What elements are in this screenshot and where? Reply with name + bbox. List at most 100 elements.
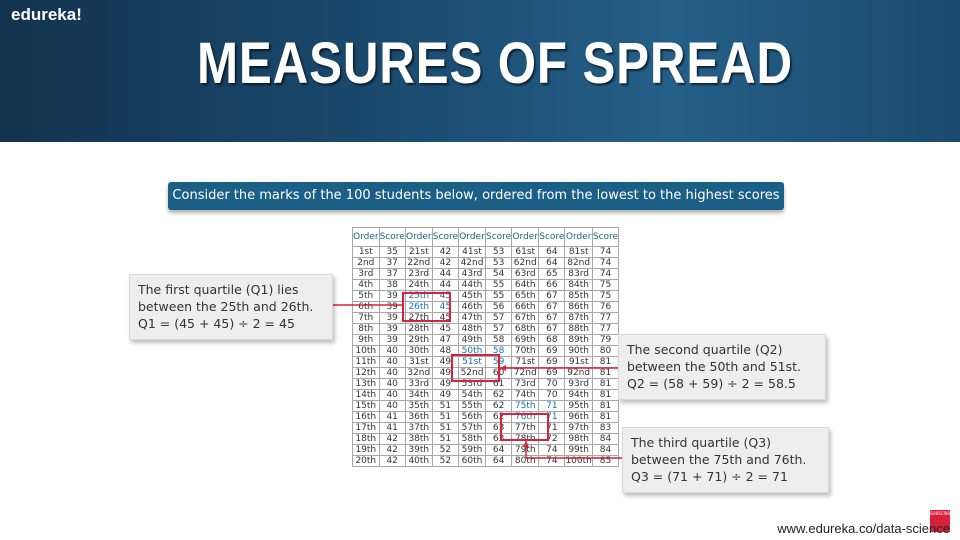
order-cell: 44th — [458, 279, 487, 291]
score-cell: 35 — [378, 246, 406, 258]
order-cell: 11th — [352, 356, 380, 368]
table-row: 3rd 37 23rd 44 43rd 54 63rd 65 83rd 74 — [352, 268, 620, 280]
order-cell: 35th — [404, 400, 433, 412]
score-cell: 40 — [378, 345, 406, 357]
score-cell: 67 — [538, 290, 566, 302]
score-cell: 84 — [591, 444, 620, 456]
table-header-cell: Order — [352, 227, 380, 247]
score-cell: 37 — [378, 268, 406, 280]
order-cell: 28th — [404, 323, 433, 335]
score-cell: 39 — [378, 334, 406, 346]
order-cell: 45th — [458, 290, 487, 302]
score-cell: 66 — [538, 279, 566, 291]
score-cell: 42 — [378, 433, 406, 445]
score-cell: 42 — [378, 455, 406, 467]
score-cell: 81 — [591, 378, 620, 390]
score-cell: 55 — [485, 279, 513, 291]
order-cell: 68th — [511, 323, 540, 335]
score-cell: 49 — [431, 389, 460, 401]
score-cell: 51 — [431, 400, 460, 412]
order-cell: 64th — [511, 279, 540, 291]
order-cell: 87th — [564, 312, 593, 324]
order-cell: 85th — [564, 290, 593, 302]
table-header-cell: Score — [378, 227, 406, 247]
score-cell: 52 — [431, 444, 460, 456]
order-cell: 60th — [458, 455, 487, 467]
order-cell: 81st — [564, 246, 593, 258]
score-cell: 79 — [591, 334, 620, 346]
order-cell: 72nd — [511, 367, 540, 379]
order-cell: 7th — [352, 312, 380, 324]
order-cell: 15th — [352, 400, 380, 412]
table-header-row: Order Score Order Score Order Score Order Score… — [352, 227, 620, 247]
order-cell: 10th — [352, 345, 380, 357]
q3-callout-line3: Q3 = (71 + 71) ÷ 2 = 71 — [631, 469, 788, 484]
order-cell: 18th — [352, 433, 380, 445]
order-cell: 12th — [352, 367, 380, 379]
order-cell: 22nd — [404, 257, 433, 269]
scores-table: Order Score Order Score Order Score Order Score… — [352, 227, 620, 467]
score-cell: 64 — [485, 444, 513, 456]
order-cell: 92nd — [564, 367, 593, 379]
score-cell: 85 — [591, 455, 620, 467]
order-cell: 21st — [404, 246, 433, 258]
order-cell: 98th — [564, 433, 593, 445]
score-cell: 84 — [591, 433, 620, 445]
score-cell: 41 — [378, 411, 406, 423]
order-cell: 40th — [404, 455, 433, 467]
order-cell: 6th — [352, 301, 380, 313]
footer-url[interactable]: www.edureka.co/data-science — [777, 521, 950, 536]
score-cell: 45 — [431, 323, 460, 335]
table-header-cell: Order — [458, 227, 487, 247]
order-cell: 8th — [352, 323, 380, 335]
score-cell: 38 — [378, 279, 406, 291]
order-cell: 94th — [564, 389, 593, 401]
score-cell: 47 — [431, 334, 460, 346]
score-cell: 57 — [485, 312, 513, 324]
order-cell: 55th — [458, 400, 487, 412]
score-cell: 52 — [431, 455, 460, 467]
score-cell: 74 — [591, 246, 620, 258]
q3-highlight-box — [500, 413, 549, 441]
order-cell: 99th — [564, 444, 593, 456]
order-cell: 69th — [511, 334, 540, 346]
score-cell: 74 — [538, 444, 566, 456]
order-cell: 1st — [352, 246, 380, 258]
score-cell: 40 — [378, 378, 406, 390]
order-cell: 66th — [511, 301, 540, 313]
score-cell: 81 — [591, 367, 620, 379]
score-cell: 64 — [538, 257, 566, 269]
score-cell: 69 — [538, 356, 566, 368]
score-cell: 70 — [538, 378, 566, 390]
score-cell: 71 — [538, 400, 566, 412]
order-cell: 75th — [511, 400, 540, 412]
order-cell: 96th — [564, 411, 593, 423]
score-cell: 44 — [431, 279, 460, 291]
order-cell: 67th — [511, 312, 540, 324]
instruction-banner: Consider the marks of the 100 students b… — [168, 182, 784, 210]
header-banner: edureka! MEASURES OF SPREAD — [0, 0, 960, 142]
order-cell: 39th — [404, 444, 433, 456]
order-cell: 79th — [511, 444, 540, 456]
q2-callout-line2: between the 50th and 51st. — [627, 359, 801, 374]
q1-callout-line2: between the 25th and 26th. — [138, 299, 314, 314]
table-row: 17th 41 37th 51 57th 63 77th 71 97th 83 — [352, 422, 620, 434]
order-cell: 54th — [458, 389, 487, 401]
order-cell: 24th — [404, 279, 433, 291]
score-cell: 69 — [538, 345, 566, 357]
score-cell: 81 — [591, 356, 620, 368]
order-cell: 49th — [458, 334, 487, 346]
score-cell: 74 — [591, 257, 620, 269]
score-cell: 42 — [431, 257, 460, 269]
order-cell: 4th — [352, 279, 380, 291]
table-row: 10th 40 30th 48 50th 58 70th 69 90th 80 — [352, 345, 620, 357]
score-cell: 74 — [538, 455, 566, 467]
score-cell: 83 — [591, 422, 620, 434]
score-cell: 81 — [591, 411, 620, 423]
table-header-cell: Order — [404, 227, 433, 247]
order-cell: 38th — [404, 433, 433, 445]
edureka-logo: edureka! — [11, 5, 82, 24]
q2-callout-line1: The second quartile (Q2) — [627, 342, 783, 357]
score-cell: 75 — [591, 290, 620, 302]
subscribe-badge[interactable]: SUBSCRIBE — [930, 510, 953, 532]
